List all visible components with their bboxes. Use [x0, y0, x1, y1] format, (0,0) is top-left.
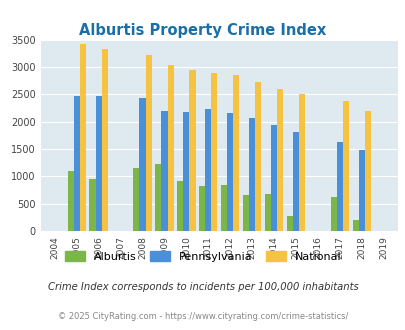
Text: © 2025 CityRating.com - https://www.cityrating.com/crime-statistics/: © 2025 CityRating.com - https://www.city… — [58, 312, 347, 321]
Bar — [133, 168, 139, 231]
Bar — [342, 101, 348, 231]
Bar — [189, 70, 195, 231]
Bar — [364, 111, 370, 231]
Bar — [89, 179, 96, 231]
Bar — [198, 186, 205, 231]
Bar — [74, 96, 80, 231]
Bar — [161, 111, 167, 231]
Bar — [145, 55, 151, 231]
Bar — [248, 118, 255, 231]
Bar — [358, 149, 364, 231]
Bar — [183, 112, 189, 231]
Bar — [102, 49, 108, 231]
Bar — [264, 194, 270, 231]
Bar — [226, 113, 233, 231]
Text: Alburtis Property Crime Index: Alburtis Property Crime Index — [79, 23, 326, 38]
Bar — [330, 197, 336, 231]
Bar — [298, 94, 305, 231]
Bar — [270, 125, 277, 231]
Bar — [277, 89, 283, 231]
Legend: Alburtis, Pennsylvania, National: Alburtis, Pennsylvania, National — [65, 251, 340, 262]
Bar — [292, 132, 298, 231]
Bar — [255, 82, 261, 231]
Bar — [233, 75, 239, 231]
Bar — [352, 220, 358, 231]
Bar — [155, 164, 161, 231]
Bar — [167, 65, 173, 231]
Bar — [67, 171, 74, 231]
Bar — [220, 184, 226, 231]
Bar — [177, 181, 183, 231]
Text: Crime Index corresponds to incidents per 100,000 inhabitants: Crime Index corresponds to incidents per… — [47, 282, 358, 292]
Bar — [139, 98, 145, 231]
Bar — [80, 44, 86, 231]
Bar — [336, 142, 342, 231]
Bar — [286, 216, 292, 231]
Bar — [242, 195, 248, 231]
Bar — [205, 109, 211, 231]
Bar — [96, 96, 102, 231]
Bar — [211, 73, 217, 231]
